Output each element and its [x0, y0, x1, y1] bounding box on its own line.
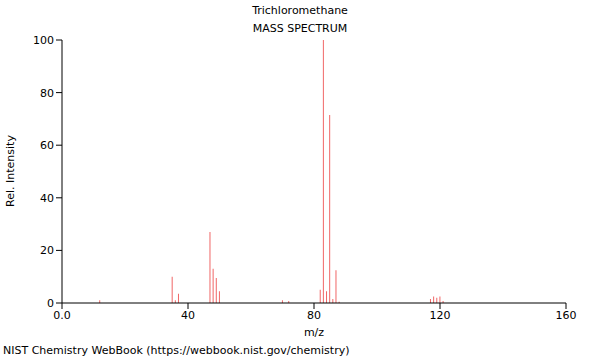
- svg-text:60: 60: [40, 139, 54, 152]
- svg-text:100: 100: [33, 34, 54, 47]
- html-text:Rel. Intensity: Rel. Intensity: [3, 135, 17, 207]
- svg-text:80: 80: [307, 309, 321, 322]
- svg-text:20: 20: [40, 244, 54, 257]
- svg-text:40: 40: [181, 309, 195, 322]
- svg-text:0: 0: [47, 297, 54, 310]
- html-text:NIST Chemistry WebBook (https:: NIST Chemistry WebBook (https://webbook.…: [3, 344, 350, 357]
- svg-text:160: 160: [556, 309, 577, 322]
- html-text:Trichloromethane: Trichloromethane: [252, 4, 348, 17]
- svg-text:120: 120: [430, 309, 451, 322]
- svg-text:80: 80: [40, 87, 54, 100]
- html-text:MASS SPECTRUM: MASS SPECTRUM: [252, 22, 348, 35]
- svg-text:0.0: 0.0: [53, 309, 71, 322]
- svg-text:40: 40: [40, 192, 54, 205]
- html-text:m/z: m/z: [303, 326, 325, 339]
